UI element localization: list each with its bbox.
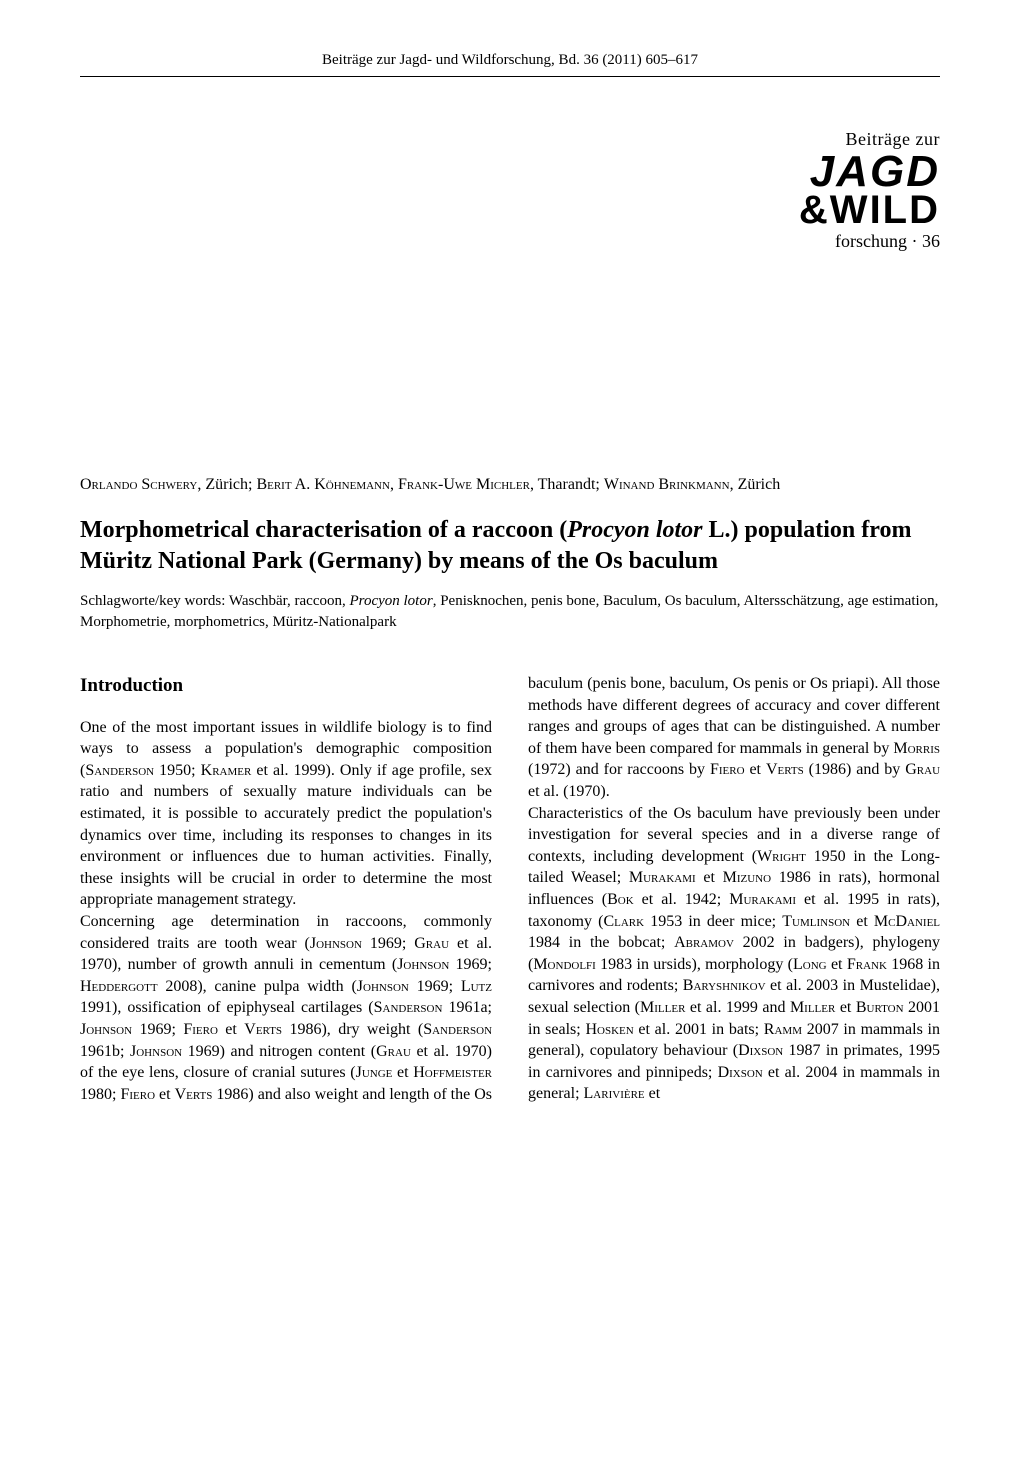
logo-line-wild: &WILD: [799, 191, 940, 229]
logo-bottom-text: forschung · 36: [799, 229, 940, 253]
paper-title: Morphometrical characterisation of a rac…: [80, 515, 940, 577]
running-header-text: Beiträge zur Jagd- und Wildforschung, Bd…: [322, 52, 698, 68]
keywords-line: Schlagworte/key words: Waschbär, raccoon…: [80, 591, 940, 633]
section-heading-introduction: Introduction: [80, 673, 492, 699]
authors-line: Orlando Schwery, Zürich; Berit A. Köhnem…: [80, 473, 940, 496]
journal-logo-block: Beiträge zur JAGD &WILD forschung · 36: [799, 127, 940, 253]
running-header: Beiträge zur Jagd- und Wildforschung, Bd…: [80, 50, 940, 77]
body-text: One of the most important issues in wild…: [80, 673, 940, 1105]
body-columns: Introduction One of the most important i…: [80, 673, 940, 1105]
logo-line-jagd: JAGD: [799, 152, 940, 192]
